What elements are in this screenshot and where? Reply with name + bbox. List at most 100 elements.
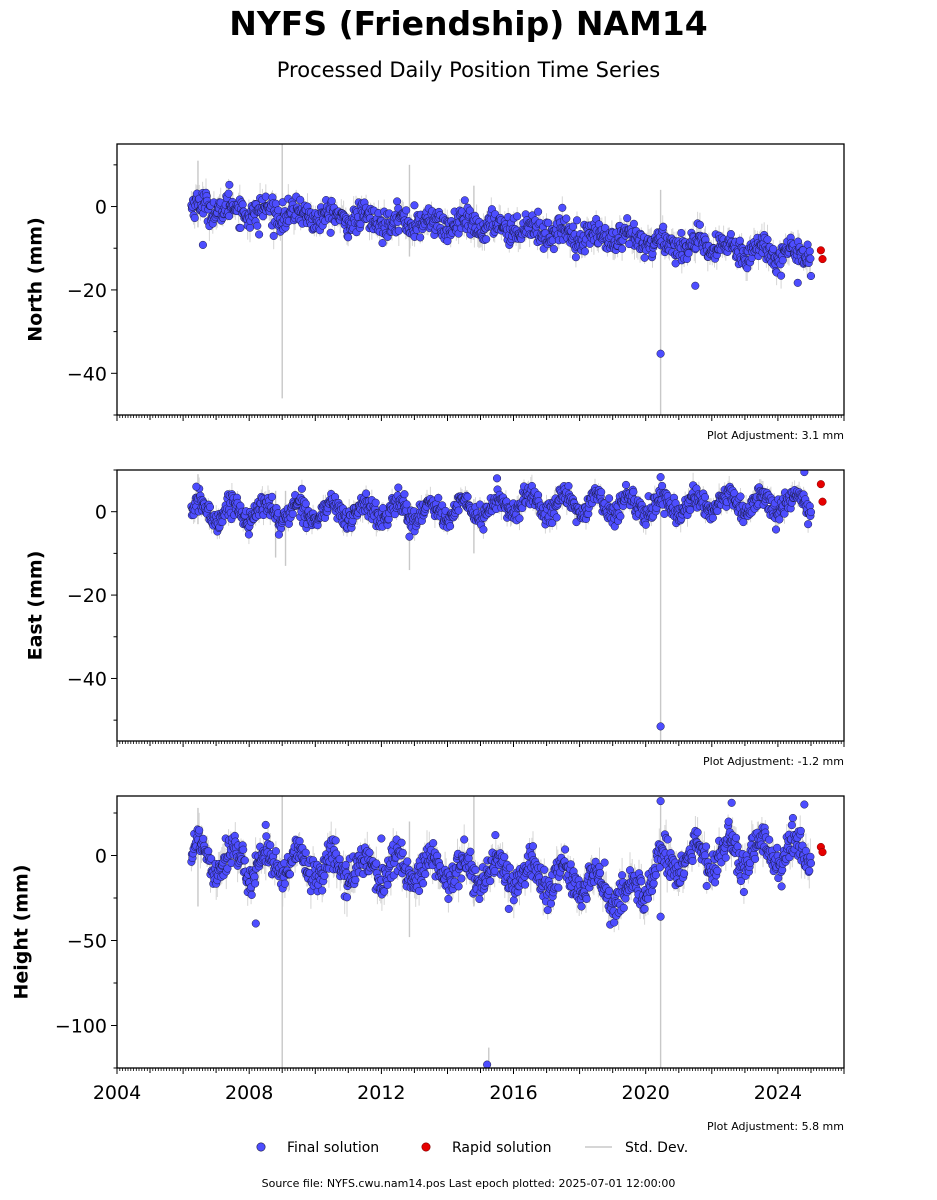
final-point xyxy=(240,856,249,865)
final-point xyxy=(326,228,335,237)
plot-area xyxy=(187,470,827,741)
plot-adjustment-note: Plot Adjustment: -1.2 mm xyxy=(703,755,844,768)
final-point xyxy=(471,865,480,874)
final-point xyxy=(572,216,582,225)
final-point xyxy=(244,530,253,539)
final-point xyxy=(378,239,387,248)
final-point xyxy=(394,483,403,492)
final-point xyxy=(247,890,256,899)
final-point-outlier xyxy=(800,470,809,477)
final-point xyxy=(416,233,425,242)
final-point xyxy=(344,233,353,242)
final-point xyxy=(597,488,606,497)
final-point xyxy=(351,875,360,885)
final-point-outlier xyxy=(274,530,283,539)
final-point xyxy=(780,509,789,518)
final-point xyxy=(301,848,310,857)
final-point xyxy=(621,480,631,489)
final-point xyxy=(356,219,365,229)
final-point xyxy=(463,492,472,501)
final-point-outlier xyxy=(492,474,502,483)
final-point xyxy=(288,509,297,518)
final-point xyxy=(251,879,260,888)
final-point xyxy=(466,847,475,856)
final-point xyxy=(660,509,669,518)
final-point-outlier xyxy=(405,532,414,541)
final-point-outlier xyxy=(255,230,264,239)
final-point-outlier xyxy=(400,490,409,499)
final-point xyxy=(341,860,350,869)
final-point xyxy=(695,220,704,229)
final-point xyxy=(224,189,233,198)
final-point xyxy=(641,520,650,529)
final-point xyxy=(806,254,815,263)
panel-north: 0 −20 −40 North (mm) Plot Adjustment: 3.1 mm xyxy=(25,143,845,442)
final-point xyxy=(568,222,578,231)
std-dev-bars xyxy=(190,796,811,1068)
final-point xyxy=(726,230,735,239)
final-point xyxy=(195,826,204,835)
final-point xyxy=(803,240,812,249)
final-point xyxy=(548,518,557,528)
chart-title: NYFS (Friendship) NAM14 xyxy=(229,4,708,43)
final-point xyxy=(199,834,208,843)
final-point xyxy=(402,206,411,215)
final-point xyxy=(735,236,744,245)
final-point xyxy=(571,253,580,262)
final-point xyxy=(394,226,403,235)
final-point xyxy=(429,839,438,848)
final-point xyxy=(253,221,262,230)
final-point xyxy=(736,492,745,501)
final-point xyxy=(544,218,553,227)
final-point xyxy=(454,882,463,891)
final-point xyxy=(778,256,787,265)
final-solution-points xyxy=(187,797,816,1068)
final-point xyxy=(805,247,814,256)
final-point xyxy=(419,879,428,888)
final-point xyxy=(398,848,407,857)
final-point-outlier xyxy=(443,237,452,246)
final-point xyxy=(383,880,392,889)
final-point xyxy=(225,212,234,221)
final-point xyxy=(207,854,216,863)
final-point xyxy=(365,848,374,857)
final-point xyxy=(380,887,389,896)
final-point xyxy=(190,213,199,223)
plot-area xyxy=(187,144,827,415)
final-point-outlier xyxy=(198,240,207,249)
y-tick-label: −40 xyxy=(67,668,107,690)
y-tick-label: −20 xyxy=(67,280,107,302)
final-point xyxy=(771,525,781,534)
final-point xyxy=(335,855,344,864)
rapid-solution-points xyxy=(816,246,827,264)
final-point xyxy=(250,872,259,881)
final-point xyxy=(403,857,412,866)
panels-layer: 0 −20 −40 North (mm) Plot Adjustment: 3.1 mm… xyxy=(11,143,845,1133)
plot-adjustment-note: Plot Adjustment: 3.1 mm xyxy=(707,429,844,442)
final-point xyxy=(434,493,443,502)
final-point xyxy=(708,513,717,522)
final-point xyxy=(629,487,638,496)
final-point xyxy=(342,893,352,902)
final-point xyxy=(269,231,278,240)
final-solution-points xyxy=(187,180,816,358)
final-point-outlier xyxy=(225,180,234,189)
final-point xyxy=(457,874,466,883)
final-point xyxy=(205,502,215,512)
final-point xyxy=(677,228,686,238)
final-point xyxy=(684,249,693,258)
final-point xyxy=(806,271,816,281)
chart-subtitle: Processed Daily Position Time Series xyxy=(276,58,661,82)
final-point xyxy=(580,247,589,256)
panel-east: 0 −20 −40 East (mm) Plot Adjustment: -1.2 mm xyxy=(25,469,845,768)
final-point xyxy=(331,836,340,845)
std-dev-bars xyxy=(190,144,811,415)
y-tick-label: −40 xyxy=(67,363,107,385)
y-tick-label: 0 xyxy=(95,502,107,524)
plot-area xyxy=(187,796,827,1068)
final-point xyxy=(513,212,522,221)
final-point-outlier xyxy=(410,201,419,210)
final-point-outlier xyxy=(656,473,665,482)
